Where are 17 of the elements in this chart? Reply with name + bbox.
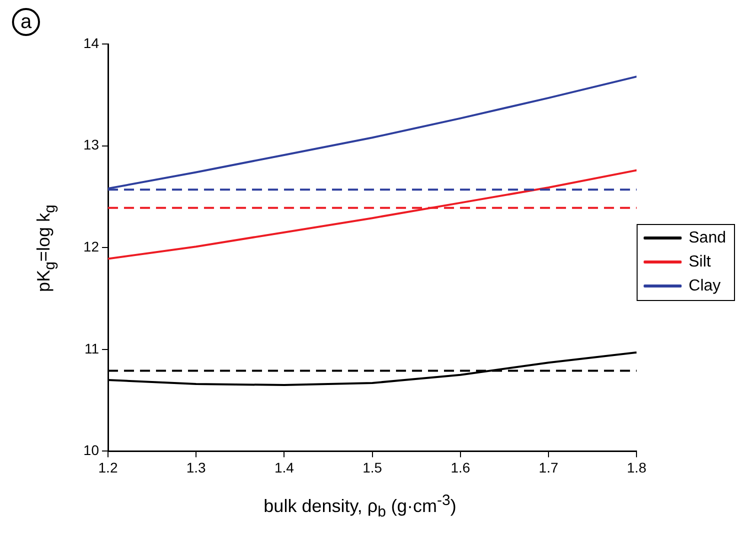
y-tick-label: 10 bbox=[83, 442, 100, 458]
y-tick-label: 12 bbox=[83, 238, 100, 254]
y-tick-label: 13 bbox=[83, 136, 100, 153]
text: a bbox=[12, 8, 40, 36]
x-tick-label: 1.2 bbox=[98, 459, 118, 476]
y-tick-label: 11 bbox=[84, 340, 100, 356]
legend-label: Silt bbox=[688, 253, 712, 270]
x-tick-label: 1.3 bbox=[186, 459, 206, 476]
legend-label: Clay bbox=[688, 277, 721, 294]
y-tick-label: 14 bbox=[83, 34, 100, 51]
x-tick-label: 1.5 bbox=[362, 459, 382, 476]
legend-label: Sand bbox=[688, 229, 726, 246]
x-axis-title: bulk density, ρ$_{b}$ (g·cm$^{-3}$) bbox=[262, 492, 458, 521]
x-tick-label: 1.8 bbox=[626, 459, 647, 476]
x-tick-label: 1.7 bbox=[538, 459, 558, 476]
x-tick-label: 1.4 bbox=[274, 459, 294, 476]
x-tick-label: 1.6 bbox=[450, 459, 470, 476]
